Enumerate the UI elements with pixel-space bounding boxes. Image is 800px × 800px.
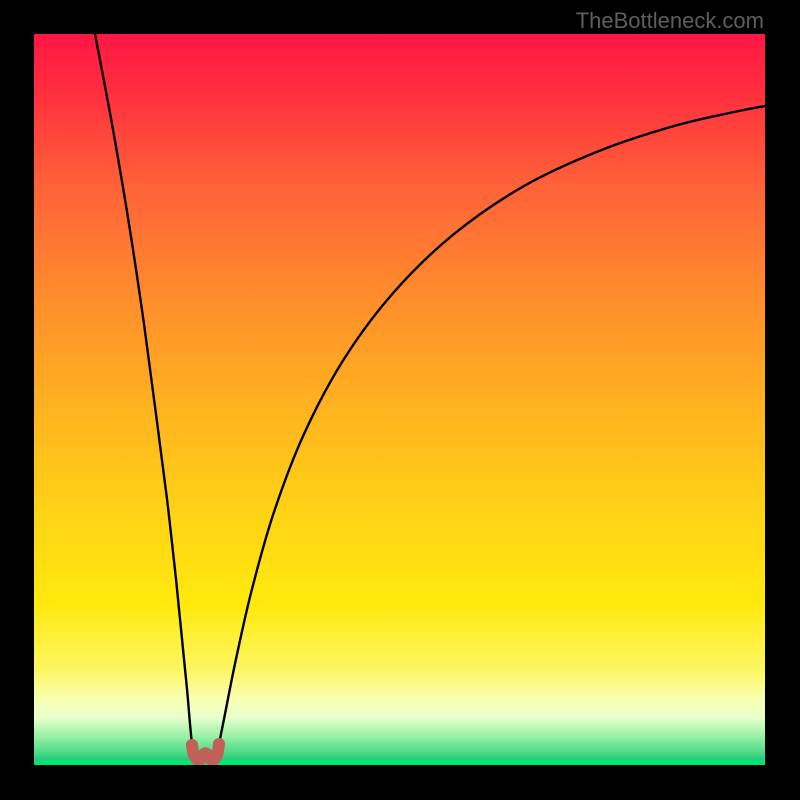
- curve-right-branch: [219, 106, 765, 744]
- curve-left-branch: [95, 34, 192, 745]
- curve-svg: [34, 34, 765, 765]
- valley-endpoint-dot: [213, 738, 225, 750]
- chart-container: TheBottleneck.com: [0, 0, 800, 800]
- watermark-text: TheBottleneck.com: [576, 8, 764, 34]
- valley-endpoint-dot: [186, 739, 198, 751]
